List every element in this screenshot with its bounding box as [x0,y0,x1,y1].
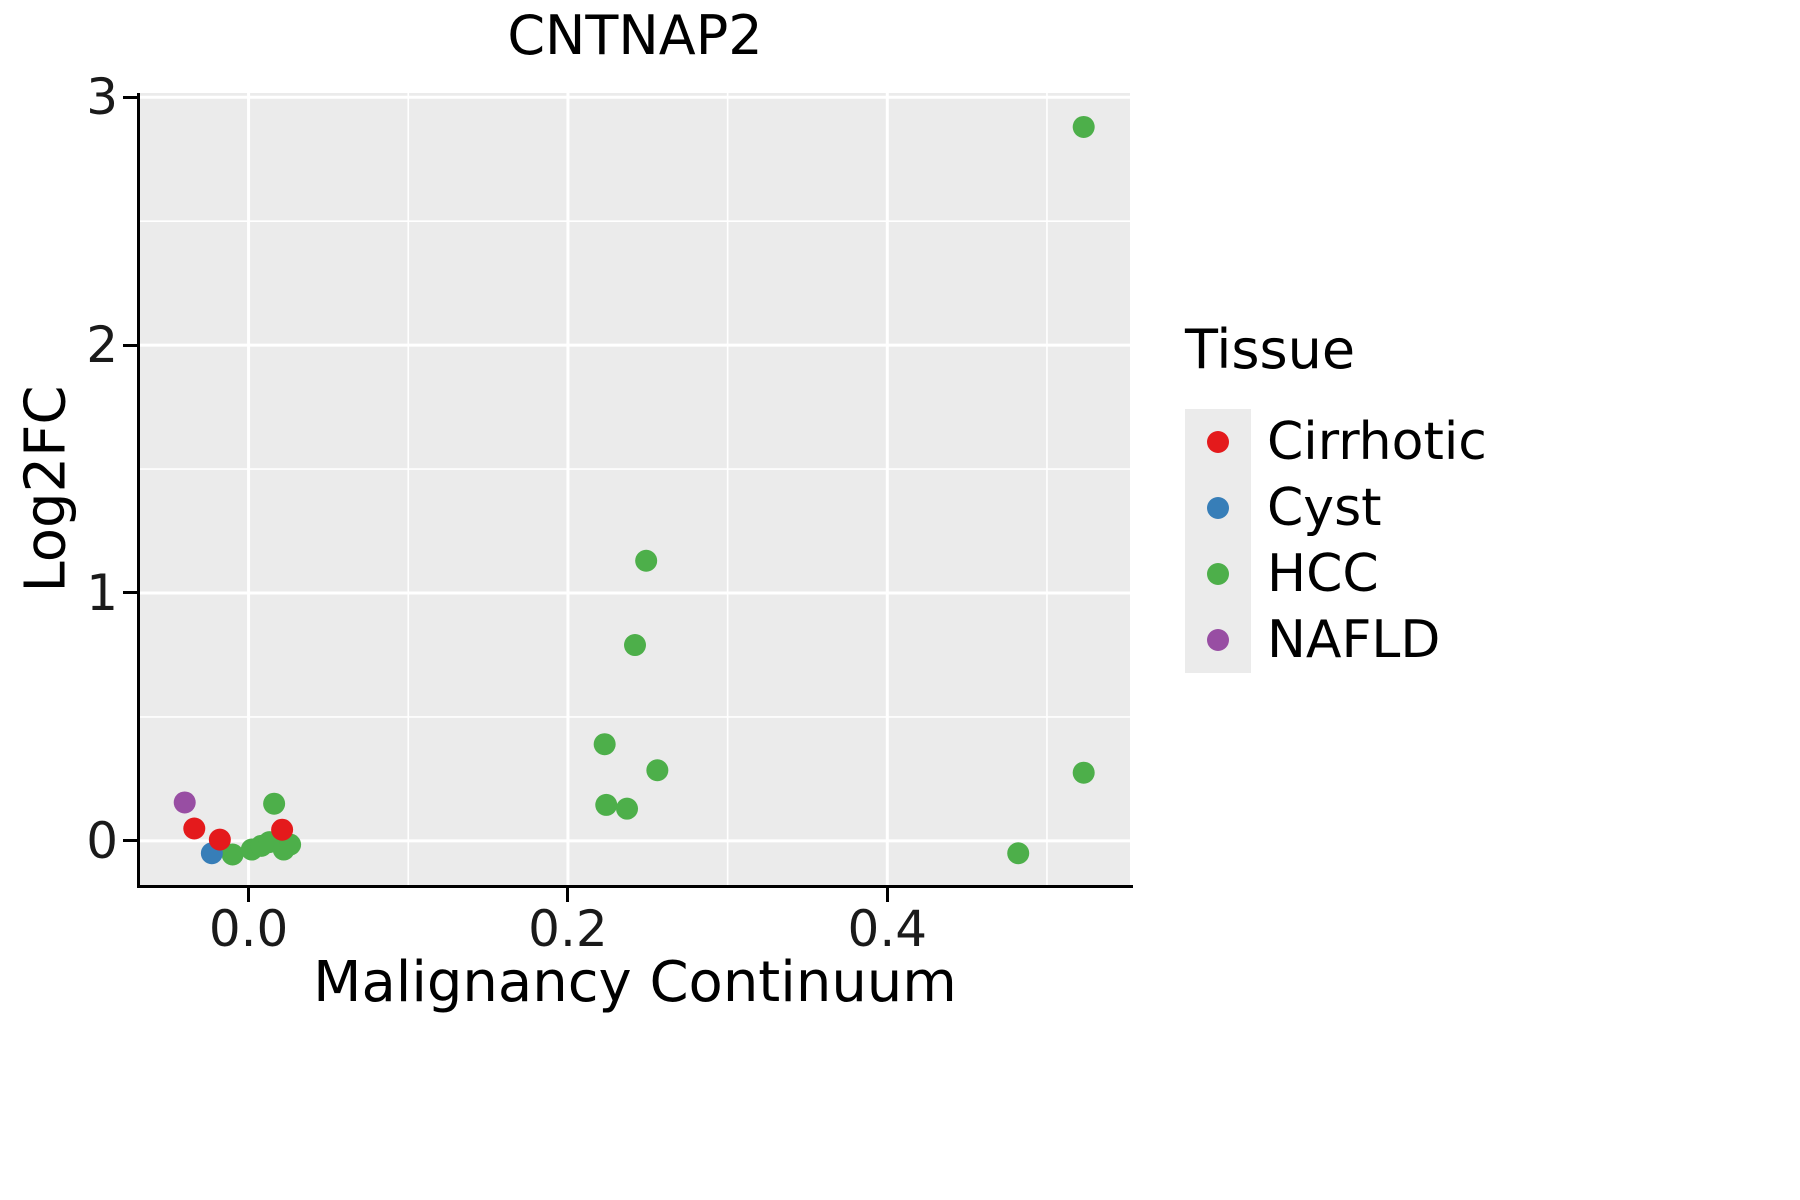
data-point-cirrhotic [183,817,206,840]
x-tick-mark [247,888,251,902]
y-tick-mark [123,839,137,843]
x-tick-mark [885,888,889,902]
legend-key [1185,607,1251,673]
data-point-hcc [595,793,618,816]
data-point-cirrhotic [208,828,231,851]
y-tick-mark [123,343,137,347]
data-point-cirrhotic [271,818,294,841]
y-tick-label: 1 [86,563,118,622]
legend: Tissue Cirrhotic Cyst HCC NAFLD [1185,318,1487,673]
y-tick-label: 3 [86,68,118,127]
y-tick-label: 0 [86,811,118,870]
legend-dot-icon [1207,497,1229,519]
legend-key [1185,409,1251,475]
legend-label: NAFLD [1267,610,1441,670]
x-axis-line [137,885,1133,888]
legend-item-nafld: NAFLD [1185,607,1487,673]
legend-title: Tissue [1185,318,1356,381]
legend-item-cirrhotic: Cirrhotic [1185,409,1487,475]
data-point-hcc [263,792,286,815]
scatter-plot [140,93,1130,885]
y-tick-mark [123,591,137,595]
legend-item-cyst: Cyst [1185,475,1487,541]
data-point-hcc [593,733,616,756]
x-axis-label: Malignancy Continuum [313,950,957,1015]
data-point-hcc [1072,115,1095,138]
y-tick-mark [123,95,137,99]
data-point-hcc [616,797,639,820]
data-point-hcc [1072,761,1095,784]
chart-title: CNTNAP2 [507,4,763,67]
y-axis-line [137,93,140,888]
y-axis-label: Log2FC [13,385,79,593]
legend-label: HCC [1267,544,1379,604]
data-point-hcc [624,634,646,657]
legend-item-hcc: HCC [1185,541,1487,607]
legend-label: Cirrhotic [1267,412,1487,472]
x-tick-label: 0.4 [847,900,928,958]
x-tick-label: 0.2 [528,900,608,958]
legend-rows: Cirrhotic Cyst HCC NAFLD [1185,409,1487,673]
legend-dot-icon [1207,431,1229,453]
data-point-hcc [1007,842,1030,865]
legend-label: Cyst [1267,478,1382,538]
data-point-hcc [221,843,244,866]
legend-dot-icon [1207,563,1229,585]
x-tick-mark [566,888,570,902]
data-point-nafld [173,791,196,814]
plot-panel [140,93,1130,885]
data-point-hcc [635,549,658,572]
y-tick-label: 2 [86,316,118,375]
legend-dot-icon [1207,629,1229,651]
data-point-hcc [646,759,669,782]
legend-key [1185,541,1251,607]
legend-key [1185,475,1251,541]
x-tick-label: 0.0 [208,900,289,958]
